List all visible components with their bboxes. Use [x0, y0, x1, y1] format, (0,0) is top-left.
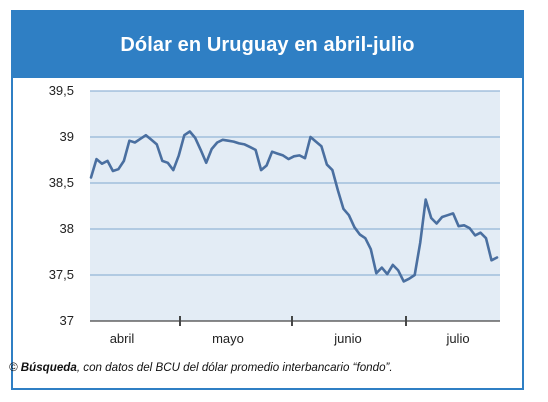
y-tick-label: 37 — [60, 313, 74, 328]
chart-title: Dólar en Uruguay en abril-julio — [120, 33, 415, 56]
y-axis-tick-labels: 39,5 39 38,5 38 37,5 37 — [49, 83, 74, 328]
y-tick-label: 38 — [60, 221, 74, 236]
series-line — [89, 130, 499, 283]
y-tick-label: 37,5 — [49, 267, 74, 282]
source-name: Búsqueda — [20, 361, 77, 374]
y-tick-label: 39,5 — [49, 83, 74, 98]
y-tick-label: 39 — [60, 129, 74, 144]
x-tick-label: junio — [333, 331, 361, 346]
grid-lines — [90, 90, 500, 276]
caption-text: , con datos del BCU del dólar promedio i… — [76, 361, 393, 374]
x-axis-ticks: abril mayo junio julio — [110, 316, 470, 346]
copyright-symbol: © — [9, 361, 18, 374]
title-bar: Dólar en Uruguay en abril-julio — [13, 12, 522, 78]
x-tick-label: julio — [445, 331, 469, 346]
source-caption: © Búsqueda, con datos del BCU del dólar … — [9, 361, 393, 374]
x-tick-label: mayo — [212, 331, 244, 346]
plot-area — [90, 91, 500, 321]
x-tick-label: abril — [110, 331, 135, 346]
y-tick-label: 38,5 — [49, 175, 74, 190]
